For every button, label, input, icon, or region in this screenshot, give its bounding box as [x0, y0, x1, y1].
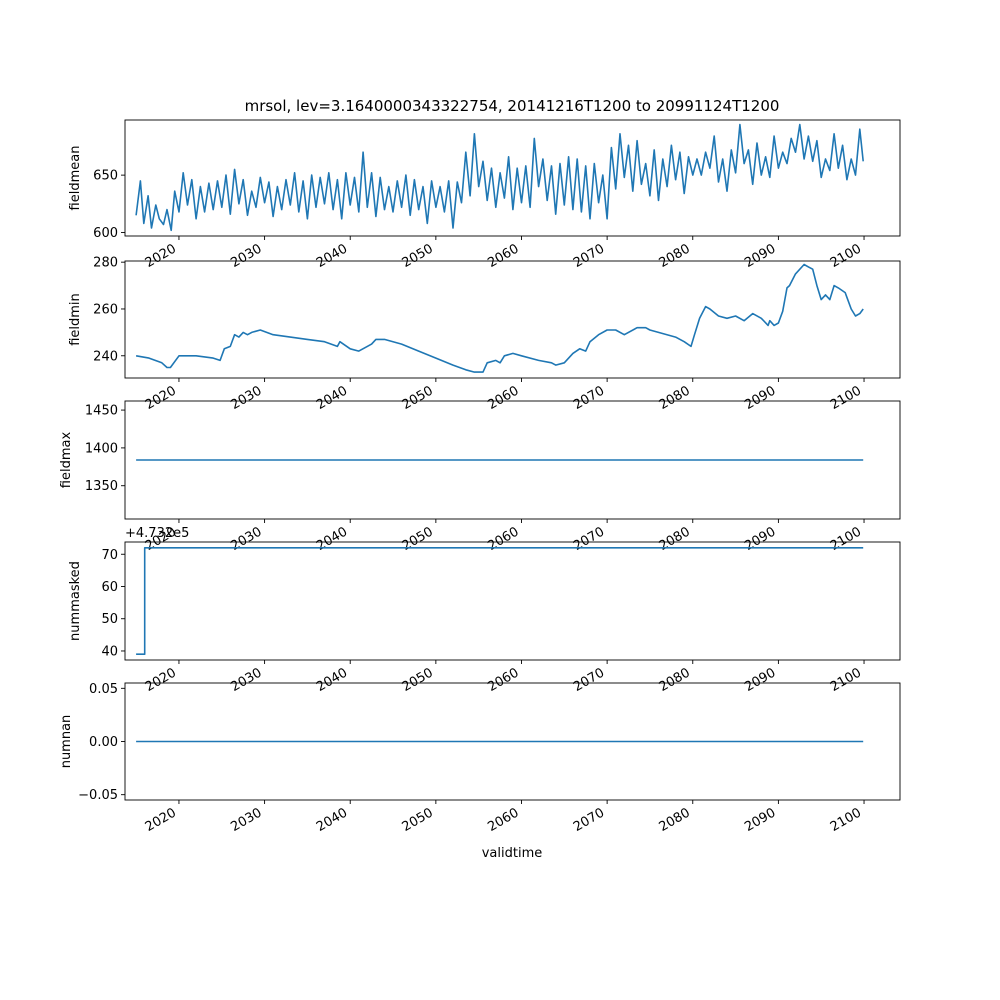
axes-frame [124, 119, 901, 237]
y-tick-label: 60 [101, 580, 118, 595]
y-tick-label: 70 [101, 548, 118, 563]
y-tick-label: 50 [101, 612, 118, 627]
y-axis-label: numnan [59, 715, 74, 769]
y-axis-label: fieldmin [68, 293, 83, 346]
y-tick-label: 40 [101, 644, 118, 659]
y-axis-label: fieldmax [59, 432, 74, 489]
y-offset-label: +4.732e5 [125, 526, 189, 541]
y-tick-label: 240 [93, 349, 118, 364]
y-tick-label: 260 [93, 302, 118, 317]
y-tick-label: 600 [93, 226, 118, 241]
y-tick-label: 650 [93, 169, 118, 184]
y-tick-label: 0.00 [89, 735, 118, 750]
series-line-fieldmean [135, 123, 864, 232]
y-tick-label: 280 [93, 256, 118, 271]
figure-title: mrsol, lev=3.1640000343322754, 20141216T… [245, 97, 780, 115]
x-axis-label: validtime [482, 846, 543, 861]
y-axis-label: nummasked [68, 561, 83, 641]
axes-frame [124, 541, 901, 661]
y-tick-label: 0.05 [89, 682, 118, 697]
y-tick-label: −0.05 [78, 788, 118, 803]
y-tick-label: 1400 [85, 441, 118, 456]
y-tick-label: 1350 [85, 479, 118, 494]
y-axis-label: fieldmean [68, 146, 83, 211]
axes-frame [124, 400, 901, 520]
series-line-nummasked [136, 546, 864, 656]
series-line-fieldmin [135, 263, 864, 373]
y-tick-label: 1450 [85, 404, 118, 419]
axes-frame [124, 260, 901, 379]
